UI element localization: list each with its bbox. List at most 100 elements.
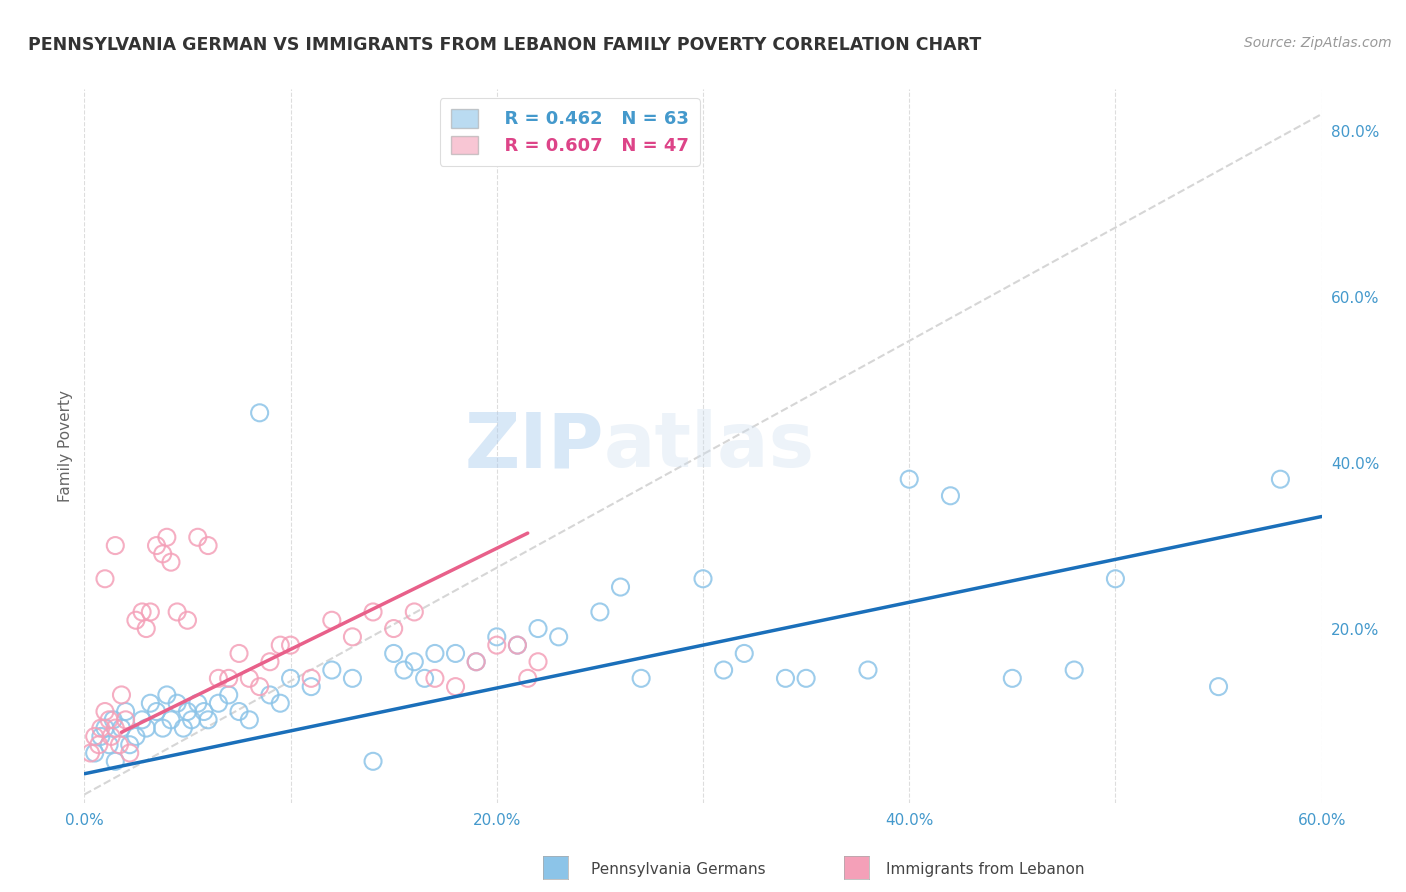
Point xyxy=(609,580,631,594)
Point xyxy=(228,647,250,661)
Point xyxy=(506,638,529,652)
Point xyxy=(103,713,125,727)
Point xyxy=(1104,572,1126,586)
Point xyxy=(630,671,652,685)
Point xyxy=(166,696,188,710)
Point xyxy=(197,713,219,727)
Text: Source: ZipAtlas.com: Source: ZipAtlas.com xyxy=(1244,36,1392,50)
Point xyxy=(218,688,240,702)
Point xyxy=(87,738,110,752)
Point xyxy=(361,754,384,768)
Legend:   R = 0.462   N = 63,   R = 0.607   N = 47: R = 0.462 N = 63, R = 0.607 N = 47 xyxy=(440,98,700,166)
Point xyxy=(733,647,755,661)
Point xyxy=(1270,472,1292,486)
Point xyxy=(125,730,148,744)
Point xyxy=(465,655,488,669)
Point xyxy=(180,713,202,727)
Point xyxy=(114,713,136,727)
Point xyxy=(94,705,117,719)
Point xyxy=(465,655,488,669)
Point xyxy=(94,721,117,735)
Text: ZIP: ZIP xyxy=(464,409,605,483)
Point xyxy=(139,696,162,710)
Point xyxy=(207,696,229,710)
Point xyxy=(104,721,127,735)
Point xyxy=(280,638,302,652)
Point xyxy=(269,638,291,652)
Point xyxy=(444,647,467,661)
Point xyxy=(775,671,797,685)
Point xyxy=(187,530,209,544)
Point xyxy=(238,671,260,685)
Point xyxy=(108,738,131,752)
Point xyxy=(444,680,467,694)
Point xyxy=(79,746,101,760)
Point xyxy=(249,406,271,420)
Point xyxy=(152,547,174,561)
Text: PENNSYLVANIA GERMAN VS IMMIGRANTS FROM LEBANON FAMILY POVERTY CORRELATION CHART: PENNSYLVANIA GERMAN VS IMMIGRANTS FROM L… xyxy=(28,36,981,54)
Point xyxy=(259,688,281,702)
Point xyxy=(94,572,117,586)
Point xyxy=(342,630,364,644)
Point xyxy=(187,696,209,710)
Point xyxy=(589,605,612,619)
Point xyxy=(218,671,240,685)
Point xyxy=(100,730,122,744)
Point xyxy=(104,754,127,768)
Point xyxy=(176,613,198,627)
Point xyxy=(125,613,148,627)
Point xyxy=(794,671,817,685)
Point xyxy=(238,713,260,727)
Point xyxy=(404,655,426,669)
Point xyxy=(131,713,153,727)
Point xyxy=(160,555,183,569)
Point xyxy=(527,622,550,636)
Text: atlas: atlas xyxy=(605,409,815,483)
Point xyxy=(423,671,446,685)
Point xyxy=(166,605,188,619)
Point xyxy=(135,622,157,636)
Point xyxy=(1208,680,1230,694)
Point xyxy=(382,622,405,636)
Point xyxy=(321,613,343,627)
Point xyxy=(259,655,281,669)
Point xyxy=(135,721,157,735)
Point xyxy=(83,730,105,744)
Point xyxy=(131,605,153,619)
Point xyxy=(110,688,132,702)
Point xyxy=(1063,663,1085,677)
Point xyxy=(898,472,921,486)
Point xyxy=(404,605,426,619)
Point xyxy=(114,705,136,719)
Point xyxy=(172,721,194,735)
Point xyxy=(423,647,446,661)
Point xyxy=(692,572,714,586)
Point xyxy=(856,663,879,677)
Point xyxy=(413,671,436,685)
Point xyxy=(547,630,569,644)
Point xyxy=(228,705,250,719)
Y-axis label: Family Poverty: Family Poverty xyxy=(58,390,73,502)
Point xyxy=(485,630,508,644)
Point xyxy=(156,688,179,702)
Point xyxy=(176,705,198,719)
Point xyxy=(382,647,405,661)
Text: Immigrants from Lebanon: Immigrants from Lebanon xyxy=(886,863,1084,877)
Text: Pennsylvania Germans: Pennsylvania Germans xyxy=(591,863,765,877)
Point xyxy=(207,671,229,685)
Point xyxy=(713,663,735,677)
Point xyxy=(110,721,132,735)
Point xyxy=(160,713,183,727)
Point xyxy=(516,671,538,685)
Point xyxy=(1001,671,1024,685)
Point xyxy=(249,680,271,694)
Point xyxy=(392,663,415,677)
Point xyxy=(321,663,343,677)
Point xyxy=(361,605,384,619)
Point xyxy=(342,671,364,685)
Point xyxy=(485,638,508,652)
Point xyxy=(152,721,174,735)
Point xyxy=(506,638,529,652)
Point xyxy=(527,655,550,669)
Point xyxy=(299,671,322,685)
